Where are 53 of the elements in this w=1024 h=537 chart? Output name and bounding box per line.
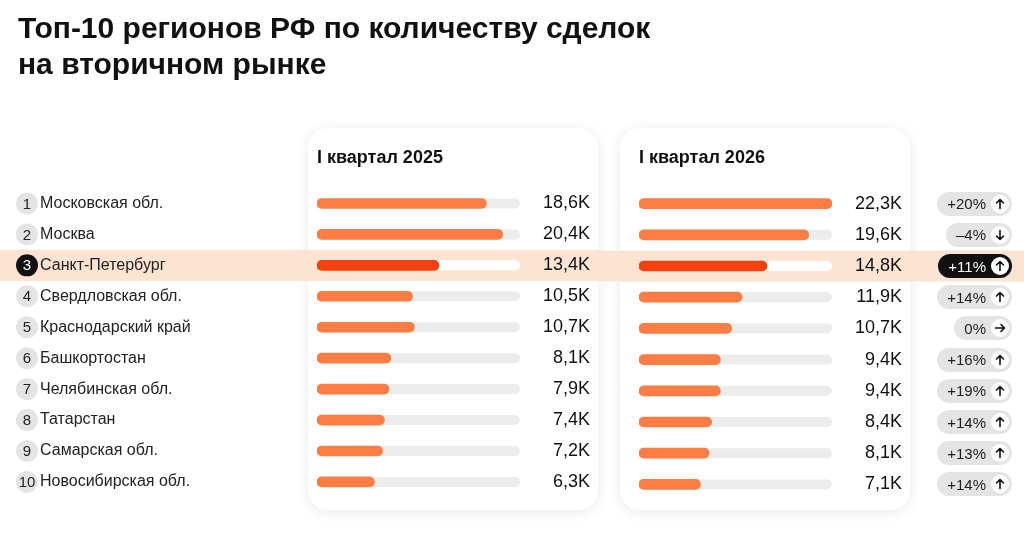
text: +14% <box>947 413 986 431</box>
text: 4 <box>22 287 32 305</box>
data-label: 8,1K <box>552 347 590 368</box>
text: 8 <box>22 411 32 429</box>
text: 0% <box>964 319 986 337</box>
text: 7 <box>22 380 32 398</box>
data-label: 20,4K <box>542 223 590 244</box>
text: +11% <box>948 257 986 275</box>
data-label: 19,6K <box>854 223 902 244</box>
y-tick-label: Свердловская обл. <box>40 286 182 304</box>
data-label: 7,1K <box>864 473 902 494</box>
data-label: 9,4K <box>864 379 902 400</box>
text: +14% <box>947 475 986 493</box>
data-label: 6,3K <box>552 470 590 491</box>
data-label: 18,6K <box>542 192 590 213</box>
y-tick-label: Самарская обл. <box>40 441 158 459</box>
text: +19% <box>947 382 986 400</box>
chart-title: I квартал 2026 <box>639 146 765 167</box>
text: –4% <box>955 226 986 244</box>
data-label: 9,4K <box>864 348 902 369</box>
chart-title: I квартал 2025 <box>317 146 443 167</box>
text: +20% <box>947 195 986 213</box>
text: +14% <box>947 288 986 306</box>
data-label: 8,1K <box>864 442 902 463</box>
text: 3 <box>22 256 32 274</box>
data-label: 8,4K <box>864 410 902 431</box>
text: 10 <box>18 473 36 491</box>
text: 2 <box>22 225 32 243</box>
text: Топ-10 регионов РФ по количеству сделок на вторичном рынке <box>18 10 652 82</box>
data-label: 7,2K <box>552 439 590 460</box>
y-tick-label: Башкортостан <box>40 348 146 366</box>
text: 9 <box>22 442 32 460</box>
data-label: 10,7K <box>854 317 902 338</box>
data-label: 22,3K <box>854 192 902 213</box>
data-label: 14,8K <box>854 254 902 275</box>
y-tick-label: Санкт-Петербург <box>40 255 166 273</box>
text: 1 <box>22 194 32 212</box>
text: +16% <box>947 351 986 369</box>
data-label: 10,7K <box>542 316 590 337</box>
y-tick-label: Краснодарский край <box>40 317 191 335</box>
y-tick-label: Новосибирская обл. <box>40 472 191 490</box>
text: 5 <box>22 318 32 336</box>
y-tick-label: Московская обл. <box>40 193 164 211</box>
y-tick-label: Татарстан <box>40 410 116 428</box>
text: 6 <box>22 349 32 367</box>
text: +13% <box>947 444 986 462</box>
data-label: 11,9K <box>856 286 902 307</box>
data-label: 10,5K <box>542 285 590 306</box>
y-tick-label: Москва <box>40 224 95 242</box>
data-label: 7,4K <box>552 409 590 430</box>
data-label: 7,9K <box>552 378 590 399</box>
data-label: 13,4K <box>542 254 590 275</box>
y-tick-label: Челябинская обл. <box>40 379 173 397</box>
